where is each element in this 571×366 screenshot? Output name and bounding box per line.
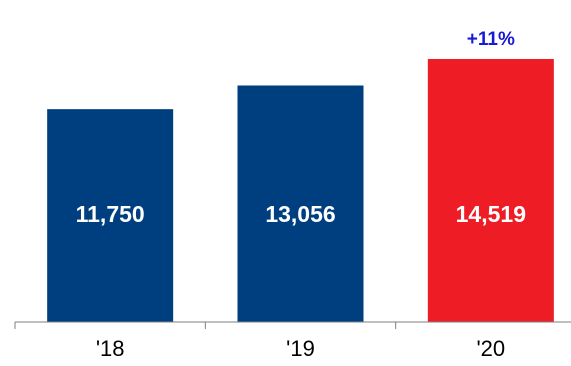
bar-value-label: 14,519 [456,201,526,227]
bar-value-label: 13,056 [265,201,335,227]
labels-group: 11,750 '18 13,056 '19 14,519 '20 +11% [76,29,526,361]
x-tick-label: '20 [476,336,505,361]
x-axis [14,321,571,329]
bar-20 [427,59,554,322]
bar-19 [237,85,364,322]
bars-group [47,59,554,322]
x-tick-label: '18 [96,336,125,361]
x-tick-label: '19 [286,336,315,361]
growth-annotation: +11% [467,29,515,50]
bar-18 [47,109,174,322]
bar-value-label: 11,750 [76,201,145,227]
